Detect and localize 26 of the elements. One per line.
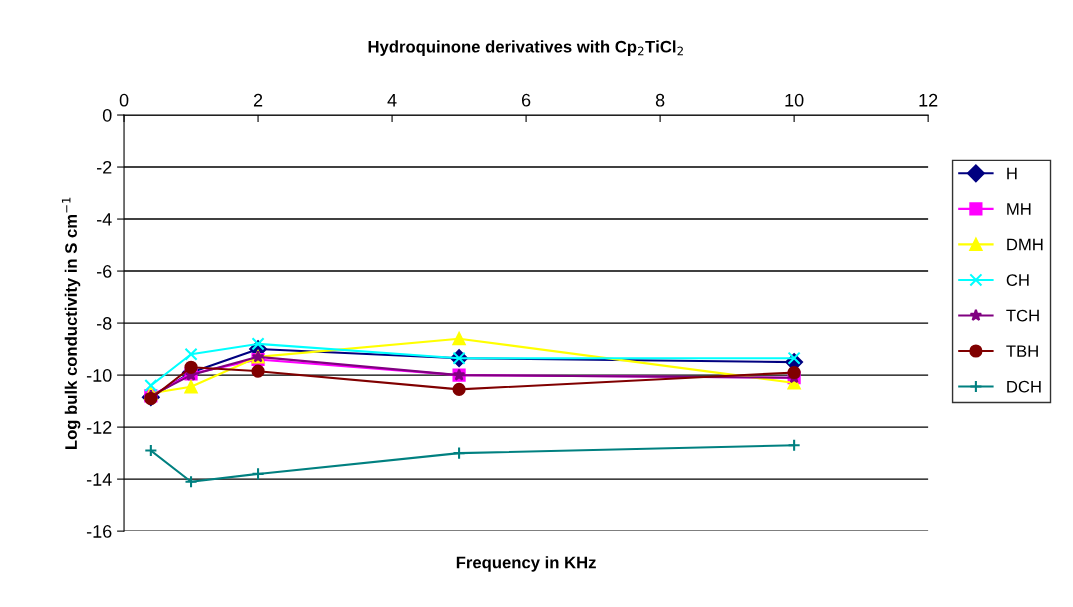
- y-axis-title: Log bulk conductivity in S cm$^{−1}$: [61, 197, 81, 449]
- x-axis-title: Frequency in KHz: [456, 556, 596, 572]
- legend-label: TBH: [1006, 345, 1038, 357]
- y-tick-label: -6: [96, 265, 112, 278]
- y-tick-label: -12: [86, 421, 112, 434]
- legend-label: H: [1007, 167, 1017, 180]
- y-tick-label: -8: [96, 317, 112, 330]
- x-tick-label: 2: [253, 93, 263, 107]
- legend-label: CH: [1006, 274, 1029, 286]
- legend-label: DMH: [1007, 238, 1043, 251]
- x-tick-label: 6: [521, 93, 531, 107]
- legend-label: DCH: [1007, 380, 1041, 393]
- y-tick-label: -16: [86, 525, 112, 538]
- legend-label: MH: [1007, 203, 1031, 215]
- x-tick-label: 12: [919, 93, 938, 107]
- x-tick-label: 10: [785, 93, 804, 107]
- x-tick-label: 0: [119, 93, 129, 107]
- x-tick-label: 8: [655, 93, 665, 107]
- x-tick-label: 4: [387, 94, 397, 107]
- chart-title: Hydroquinone derivatives with Cp$_{2}$TiCl$_{2}$: [368, 40, 683, 56]
- y-tick-label: -2: [96, 160, 112, 174]
- legend-label: TCH: [1006, 309, 1039, 322]
- y-tick-label: -14: [86, 473, 112, 486]
- y-tick-label: 0: [102, 108, 112, 122]
- y-tick-label: -4: [96, 213, 112, 226]
- y-tick-label: -10: [86, 369, 112, 382]
